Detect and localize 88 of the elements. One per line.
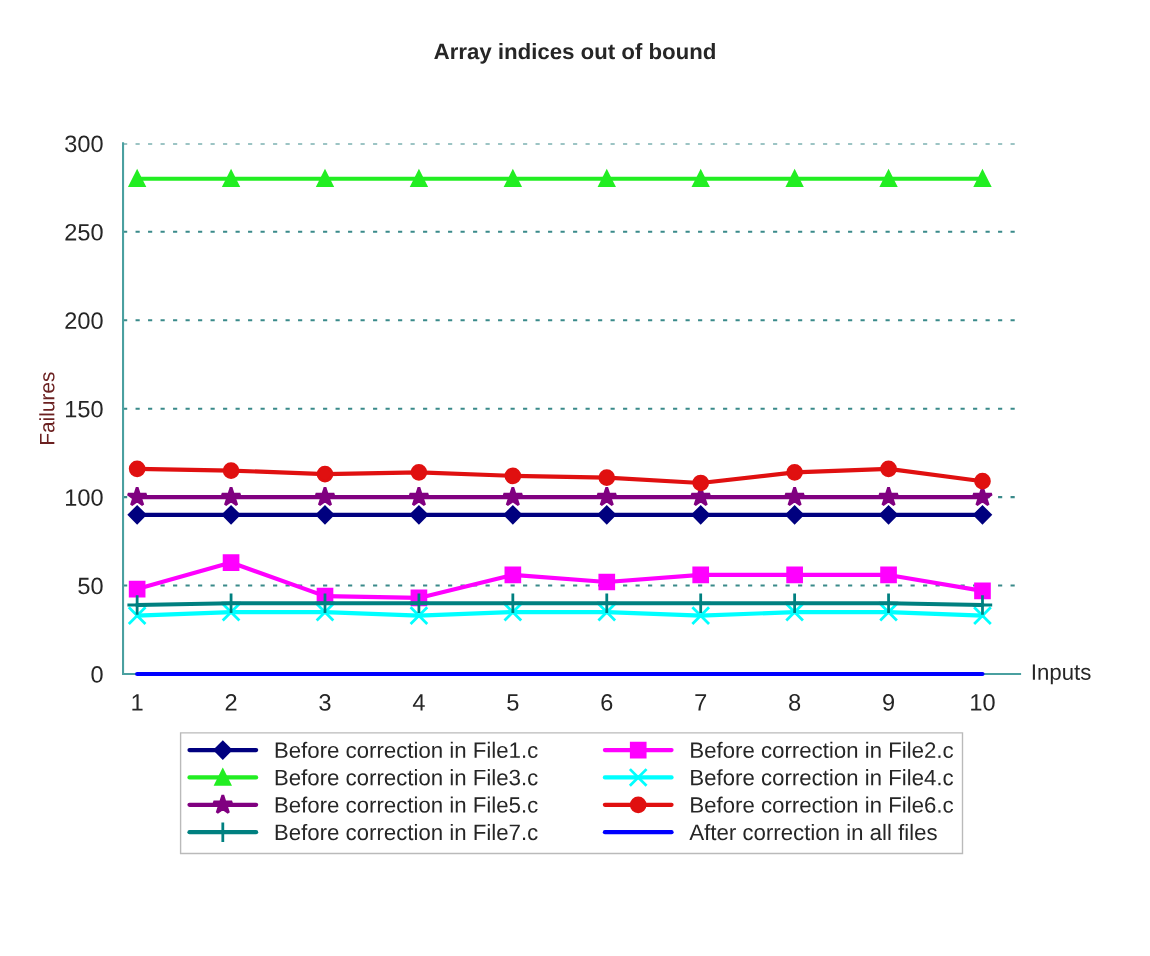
point (222, 170, 240, 188)
point (974, 472, 991, 490)
point (504, 170, 522, 188)
point (877, 486, 900, 507)
point (316, 465, 334, 483)
point (128, 170, 146, 188)
point (880, 460, 897, 478)
point (127, 505, 147, 525)
y-tick-label: 0 (91, 666, 103, 683)
point (407, 592, 431, 615)
point (409, 505, 429, 525)
legend-label: Before correction in File6.c (691, 796, 954, 813)
point (502, 486, 524, 507)
chart-title: Array indices out of bound (434, 43, 715, 64)
point (880, 170, 897, 188)
point (598, 573, 616, 591)
point (408, 486, 430, 507)
point (222, 554, 240, 571)
point (127, 605, 147, 626)
point (880, 566, 897, 584)
x-tick-label: 1 (132, 694, 143, 711)
x-tick-label: 7 (695, 694, 707, 711)
point (595, 592, 618, 615)
x-tick-label: 5 (507, 694, 519, 711)
point (128, 460, 146, 478)
point (974, 582, 991, 600)
legend-label: Before correction in File7.c (275, 823, 538, 841)
point (128, 580, 146, 598)
point (220, 486, 242, 507)
point (786, 464, 803, 481)
point (691, 505, 710, 525)
y-tick-label: 250 (65, 223, 103, 241)
legend-label: Before correction in File3.c (275, 769, 538, 786)
point (222, 462, 240, 479)
point (689, 592, 712, 615)
point (692, 170, 710, 188)
point (598, 469, 616, 486)
point (597, 505, 617, 525)
x-tick-label: 6 (601, 694, 613, 711)
y-tick-label: 100 (66, 489, 103, 506)
point (221, 505, 241, 525)
point (314, 486, 336, 507)
x-tick-label: 9 (883, 694, 894, 711)
legend-label: Before correction in File5.c (275, 796, 538, 813)
point (315, 505, 335, 525)
point (504, 566, 522, 584)
point (785, 505, 804, 525)
point (877, 592, 900, 615)
point (410, 170, 428, 188)
legend-label: Before correction in File1.c (275, 741, 538, 759)
point (126, 486, 148, 507)
point (596, 486, 618, 507)
point (783, 592, 806, 615)
y-tick-label: 300 (65, 135, 103, 153)
point (504, 467, 522, 485)
point (316, 170, 334, 188)
y-axis-title: Failures (39, 372, 55, 445)
point (410, 464, 428, 481)
point (503, 505, 523, 525)
point (786, 170, 803, 188)
point (783, 486, 806, 507)
point (879, 505, 898, 525)
y-tick-label: 200 (65, 312, 103, 330)
legend-label: Before correction in File4.c (691, 769, 954, 786)
x-tick-label: 10 (971, 694, 995, 711)
x-tick-label: 8 (789, 694, 801, 711)
point (219, 592, 243, 615)
legend-label: After correction in all files (689, 823, 937, 841)
x-tick-label: 2 (225, 694, 237, 711)
point (692, 474, 710, 492)
x-tick-label: 3 (319, 694, 331, 711)
point (501, 592, 524, 615)
x-axis-title: Inputs (1032, 664, 1091, 685)
point (692, 566, 710, 584)
legend-label: Before correction in File2.c (691, 741, 954, 759)
point (973, 505, 992, 525)
point (126, 593, 149, 617)
point (690, 605, 711, 626)
point (313, 592, 337, 615)
y-tick-label: 150 (66, 400, 103, 418)
point (971, 593, 994, 617)
y-tick-label: 50 (78, 577, 103, 595)
point (971, 486, 994, 507)
x-tick-label: 4 (412, 694, 425, 711)
point (974, 170, 991, 188)
point (786, 566, 803, 584)
point (598, 170, 616, 188)
point (409, 605, 429, 626)
